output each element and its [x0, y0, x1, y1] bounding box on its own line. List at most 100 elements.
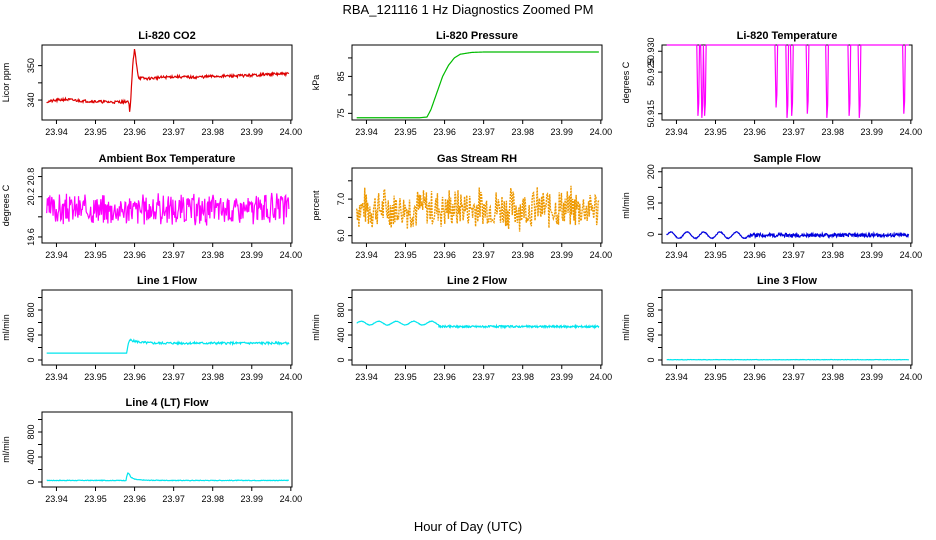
y-tick-label: 0 — [26, 479, 36, 484]
plot-frame — [351, 289, 603, 366]
y-tick-label: 800 — [26, 302, 36, 317]
series-line — [356, 51, 599, 119]
x-tick-label: 23.95 — [394, 250, 417, 260]
y-tick-label: 400 — [336, 327, 346, 342]
y-tick-label: 800 — [26, 424, 36, 439]
plot-frame — [351, 44, 603, 121]
x-tick-label: 23.98 — [821, 372, 844, 382]
panel-title: Li-820 CO2 — [138, 30, 195, 42]
x-tick-label: 24.00 — [900, 250, 923, 260]
y-axis-label: percent — [311, 190, 321, 221]
y-tick-label: 50.930 — [646, 37, 656, 65]
y-tick-label: 85 — [336, 71, 346, 81]
y-tick-label: 340 — [26, 93, 36, 108]
x-tick-label: 23.99 — [861, 250, 884, 260]
x-tick-label: 24.00 — [280, 127, 303, 137]
x-tick-label: 23.96 — [123, 127, 146, 137]
x-tick-label: 23.96 — [123, 372, 146, 382]
x-tick-label: 23.99 — [551, 372, 574, 382]
x-tick-label: 23.94 — [45, 372, 68, 382]
panels: Li-820 CO2 Licor ppm 23.94 23.95 23.96 23.97 2… — [1, 30, 922, 504]
x-tick-label: 24.00 — [280, 250, 303, 260]
x-tick-label: 23.97 — [472, 250, 495, 260]
y-axis-label: ml/min — [1, 436, 11, 463]
x-tick-label: 23.95 — [84, 250, 107, 260]
x-tick-label: 23.95 — [704, 127, 727, 137]
panel-title: Sample Flow — [753, 153, 821, 165]
y-axis-label: Licor ppm — [1, 63, 11, 103]
panel-7: Line 1 Flow ml/min 23.94 23.95 23.96 23.97 23.… — [1, 275, 302, 382]
x-tick-label: 23.99 — [241, 494, 264, 504]
figure-x-label: Hour of Day (UTC) — [414, 519, 522, 534]
series-line — [666, 44, 909, 118]
panel-3: Li-820 Temperature degrees C 23.94 23.95 23.… — [621, 30, 922, 137]
x-tick-label: 23.97 — [162, 494, 185, 504]
panel-title: Line 1 Flow — [137, 275, 197, 287]
x-tick-label: 23.98 — [201, 127, 224, 137]
x-tick-label: 23.99 — [551, 127, 574, 137]
panel-6: Sample Flow ml/min 23.94 23.95 23.96 23.97 23.… — [621, 153, 922, 260]
x-tick-label: 23.98 — [201, 494, 224, 504]
panel-title: Line 2 Flow — [447, 275, 507, 287]
series-line — [46, 48, 290, 112]
y-tick-label: 0 — [646, 357, 656, 362]
series-line — [46, 338, 290, 354]
series-line — [666, 230, 910, 240]
x-tick-label: 23.94 — [665, 372, 688, 382]
x-tick-label: 23.96 — [123, 494, 146, 504]
x-tick-label: 23.95 — [394, 372, 417, 382]
x-tick-label: 23.96 — [433, 372, 456, 382]
x-tick-label: 23.97 — [782, 372, 805, 382]
plot-frame — [41, 411, 293, 488]
x-tick-label: 23.94 — [355, 250, 378, 260]
panel-4: Ambient Box Temperature degrees C 23.94 23.… — [1, 153, 302, 260]
x-tick-label: 23.97 — [782, 250, 805, 260]
x-tick-label: 24.00 — [590, 372, 613, 382]
x-tick-label: 23.96 — [743, 250, 766, 260]
y-tick-label: 100 — [646, 195, 656, 210]
y-tick-label: 0 — [26, 357, 36, 362]
y-tick-label: 7.0 — [336, 193, 346, 206]
y-axis-label: ml/min — [311, 314, 321, 341]
panel-9: Line 3 Flow ml/min 23.94 23.95 23.96 23.97 23.… — [621, 275, 922, 382]
series-line — [356, 320, 600, 330]
x-tick-label: 23.96 — [743, 372, 766, 382]
x-tick-label: 23.98 — [821, 250, 844, 260]
x-tick-label: 23.97 — [162, 127, 185, 137]
x-tick-label: 23.96 — [123, 250, 146, 260]
plot-frame — [41, 289, 293, 366]
x-tick-label: 23.94 — [45, 494, 68, 504]
x-tick-label: 24.00 — [590, 127, 613, 137]
x-tick-label: 23.97 — [472, 372, 495, 382]
panel-title: Li-820 Temperature — [737, 30, 838, 42]
x-tick-label: 23.94 — [355, 372, 378, 382]
plot-frame — [661, 167, 913, 244]
y-tick-label: 400 — [26, 327, 36, 342]
y-axis-label: degrees C — [1, 184, 11, 226]
y-tick-label: 20.2 — [26, 188, 36, 206]
panel-2: Li-820 Pressure kPa 23.94 23.95 23.96 23.97 23… — [311, 30, 612, 137]
y-axis-label: degrees C — [621, 61, 631, 103]
x-tick-label: 24.00 — [900, 127, 923, 137]
x-tick-label: 23.96 — [433, 250, 456, 260]
x-tick-label: 23.97 — [472, 127, 495, 137]
x-tick-label: 23.98 — [511, 250, 534, 260]
x-tick-label: 24.00 — [280, 494, 303, 504]
x-tick-label: 23.95 — [394, 127, 417, 137]
panel-title: Line 3 Flow — [757, 275, 817, 287]
plot-frame — [661, 44, 913, 121]
x-tick-label: 23.99 — [241, 250, 264, 260]
x-tick-label: 23.99 — [551, 250, 574, 260]
y-tick-label: 75 — [336, 108, 346, 118]
x-tick-label: 23.94 — [45, 127, 68, 137]
x-tick-label: 23.94 — [355, 127, 378, 137]
x-tick-label: 23.97 — [162, 250, 185, 260]
x-tick-label: 23.99 — [861, 372, 884, 382]
figure-title: RBA_121116 1 Hz Diagnostics Zoomed PM — [343, 2, 594, 17]
y-tick-label: 400 — [646, 327, 656, 342]
x-tick-label: 23.94 — [665, 127, 688, 137]
plot-frame — [351, 167, 603, 244]
x-tick-label: 23.96 — [743, 127, 766, 137]
x-tick-label: 23.95 — [704, 372, 727, 382]
